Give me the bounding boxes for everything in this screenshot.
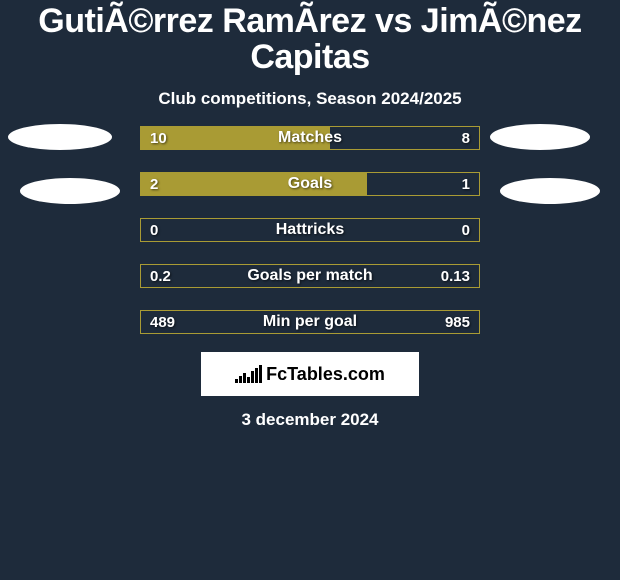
stat-value-left: 489 [150, 310, 175, 334]
stat-value-left: 10 [150, 126, 167, 150]
stat-bar-label-text: Hattricks [276, 221, 344, 239]
stat-bar-fill [141, 173, 367, 195]
player-photo-placeholder [8, 124, 112, 150]
date-label: 3 december 2024 [241, 410, 378, 430]
stat-bar-track: Goals [140, 172, 480, 196]
stat-bar-label-text: Goals per match [247, 267, 372, 285]
stat-bar-track: Hattricks [140, 218, 480, 242]
site-logo-text: FcTables.com [266, 364, 385, 385]
page-title: GutiÃ©rrez RamÃ­rez vs JimÃ©nez Capitas [0, 0, 620, 75]
stat-bar-fill [141, 127, 330, 149]
stat-value-right: 1 [462, 172, 470, 196]
stat-bar-label: Goals per match [141, 265, 479, 287]
stat-value-right: 0 [462, 218, 470, 242]
stat-value-left: 2 [150, 172, 158, 196]
stat-bar-label: Min per goal [141, 311, 479, 333]
stat-bar-track: Goals per match [140, 264, 480, 288]
player-photo-placeholder [500, 178, 600, 204]
stat-value-left: 0.2 [150, 264, 171, 288]
bar-chart-icon [235, 365, 262, 383]
stat-value-right: 0.13 [441, 264, 470, 288]
page-subtitle: Club competitions, Season 2024/2025 [0, 89, 620, 109]
page-root: GutiÃ©rrez RamÃ­rez vs JimÃ©nez Capitas … [0, 0, 620, 580]
site-logo[interactable]: FcTables.com [201, 352, 419, 396]
stat-bar-label-text: Min per goal [263, 313, 357, 331]
player-photo-placeholder [20, 178, 120, 204]
stat-value-right: 985 [445, 310, 470, 334]
stat-bar-track: Matches [140, 126, 480, 150]
stat-value-left: 0 [150, 218, 158, 242]
stat-value-right: 8 [462, 126, 470, 150]
stat-bar-track: Min per goal [140, 310, 480, 334]
player-photo-placeholder [490, 124, 590, 150]
stat-bar-label: Hattricks [141, 219, 479, 241]
